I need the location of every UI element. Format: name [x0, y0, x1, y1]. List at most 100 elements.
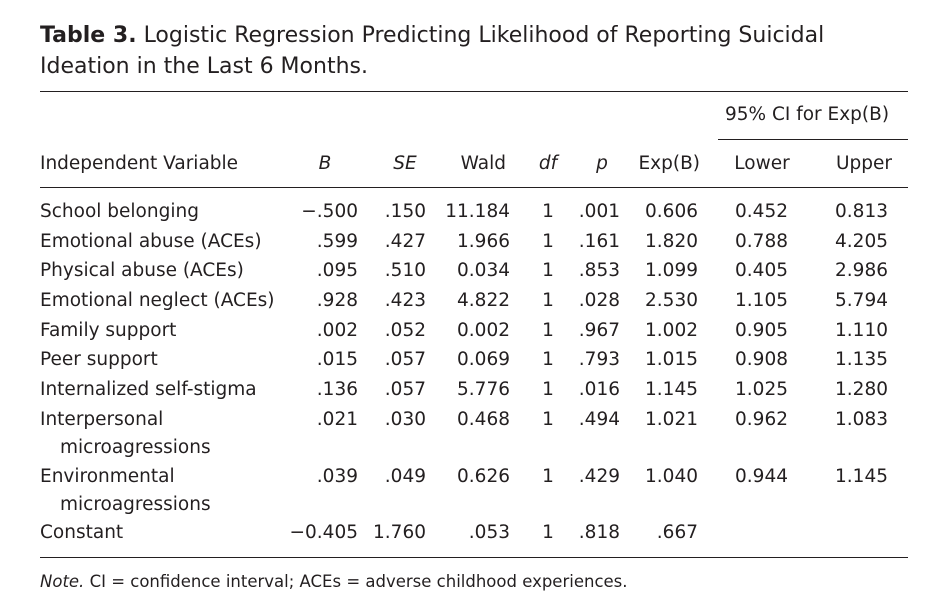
table-label: Table 3. — [40, 23, 137, 48]
cell-SE: .052 — [384, 320, 426, 341]
cell-upper: 0.813 — [835, 201, 888, 222]
cell-lower: 0.788 — [735, 231, 788, 252]
header-b: B — [318, 153, 332, 174]
cell-df: 1 — [542, 290, 554, 311]
cell-df: 1 — [542, 320, 554, 341]
cell-lower: 1.025 — [735, 379, 788, 400]
row-variable-name: Physical abuse (ACEs) — [40, 260, 244, 281]
cell-lower: 0.405 — [735, 260, 788, 281]
cell-wald: 0.002 — [457, 320, 510, 341]
ci-spanner-header: 95% CI for Exp(B) — [724, 104, 890, 125]
cell-expb: 1.015 — [645, 349, 698, 370]
cell-upper: 4.205 — [835, 231, 888, 252]
header-p: p — [596, 153, 608, 174]
header-expb: Exp(B) — [638, 153, 700, 174]
header-independent-variable: Independent Variable — [40, 153, 239, 174]
cell-p: .853 — [578, 260, 620, 281]
cell-wald: 5.776 — [457, 379, 510, 400]
cell-B: .021 — [316, 409, 358, 430]
cell-p: .818 — [578, 522, 620, 543]
cell-B: .599 — [316, 231, 358, 252]
cell-p: .494 — [578, 409, 620, 430]
cell-SE: .049 — [384, 466, 426, 487]
cell-SE: .057 — [384, 349, 426, 370]
table-note: Note. CI = confidence interval; ACEs = a… — [40, 572, 628, 591]
cell-expb: 1.040 — [645, 466, 698, 487]
header-upper: Upper — [835, 153, 892, 174]
cell-expb: 1.002 — [645, 320, 698, 341]
cell-SE: .150 — [384, 201, 426, 222]
cell-SE: .030 — [384, 409, 426, 430]
cell-B: .039 — [316, 466, 358, 487]
cell-expb: 0.606 — [645, 201, 698, 222]
cell-p: .016 — [578, 379, 620, 400]
cell-p: .429 — [578, 466, 620, 487]
cell-lower: 0.905 — [735, 320, 788, 341]
row-variable-name: Emotional abuse (ACEs) — [40, 231, 262, 252]
cell-wald: 0.034 — [457, 260, 510, 281]
cell-df: 1 — [542, 409, 554, 430]
row-variable-name-continued: microagressions — [60, 494, 211, 515]
row-variable-name: Internalized self-stigma — [40, 379, 257, 400]
cell-upper: 1.083 — [835, 409, 888, 430]
top-rule — [40, 91, 908, 92]
cell-lower: 0.452 — [735, 201, 788, 222]
cell-lower: 0.908 — [735, 349, 788, 370]
cell-expb: 1.021 — [645, 409, 698, 430]
cell-B: −0.405 — [289, 522, 358, 543]
cell-df: 1 — [542, 349, 554, 370]
header-lower: Lower — [734, 153, 790, 174]
header-wald: Wald — [460, 153, 506, 174]
note-text: CI = confidence interval; ACEs = adverse… — [89, 572, 628, 591]
cell-B: .002 — [316, 320, 358, 341]
cell-lower: 0.962 — [735, 409, 788, 430]
header-df: df — [538, 153, 558, 174]
row-variable-name-continued: microagressions — [60, 437, 211, 458]
cell-B: .136 — [316, 379, 358, 400]
cell-SE: .427 — [384, 231, 426, 252]
cell-df: 1 — [542, 231, 554, 252]
row-variable-name: Peer support — [40, 349, 158, 370]
cell-wald: 4.822 — [457, 290, 510, 311]
cell-expb: 1.099 — [645, 260, 698, 281]
cell-wald: 11.184 — [445, 201, 510, 222]
row-variable-name: Family support — [40, 320, 177, 341]
table-title: Logistic Regression Predicting Likelihoo… — [40, 23, 825, 79]
cell-expb: 1.820 — [645, 231, 698, 252]
cell-p: .161 — [578, 231, 620, 252]
table-caption: Table 3. Logistic Regression Predicting … — [40, 20, 910, 82]
cell-wald: 1.966 — [457, 231, 510, 252]
cell-SE: .510 — [384, 260, 426, 281]
cell-df: 1 — [542, 260, 554, 281]
header-rule — [40, 187, 908, 188]
note-label: Note. — [40, 572, 85, 591]
cell-wald: .053 — [468, 522, 510, 543]
cell-expb: 1.145 — [645, 379, 698, 400]
cell-expb: .667 — [656, 522, 698, 543]
cell-upper: 5.794 — [835, 290, 888, 311]
header-se: SE — [393, 153, 417, 174]
cell-lower: 1.105 — [735, 290, 788, 311]
cell-B: .015 — [316, 349, 358, 370]
row-variable-name: Emotional neglect (ACEs) — [40, 290, 275, 311]
row-variable-name: Environmental — [40, 466, 175, 487]
cell-lower: 0.944 — [735, 466, 788, 487]
cell-B: −.500 — [301, 201, 358, 222]
cell-wald: 0.626 — [457, 466, 510, 487]
cell-df: 1 — [542, 522, 554, 543]
cell-p: .001 — [578, 201, 620, 222]
cell-SE: .423 — [384, 290, 426, 311]
cell-upper: 1.135 — [835, 349, 888, 370]
cell-wald: 0.069 — [457, 349, 510, 370]
row-variable-name: Interpersonal — [40, 409, 164, 430]
cell-upper: 2.986 — [835, 260, 888, 281]
cell-upper: 1.110 — [835, 320, 888, 341]
cell-B: .928 — [316, 290, 358, 311]
cell-p: .793 — [578, 349, 620, 370]
cell-df: 1 — [542, 379, 554, 400]
cell-upper: 1.280 — [835, 379, 888, 400]
cell-p: .967 — [578, 320, 620, 341]
cell-df: 1 — [542, 466, 554, 487]
spanner-rule — [718, 139, 908, 140]
cell-SE: 1.760 — [373, 522, 426, 543]
